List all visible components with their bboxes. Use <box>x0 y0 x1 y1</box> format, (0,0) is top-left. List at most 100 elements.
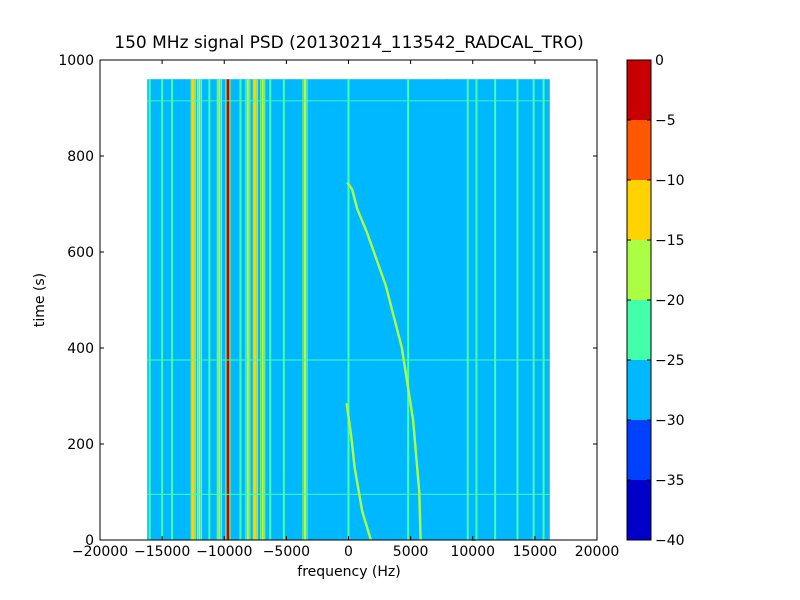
noise-speckle <box>401 204 405 206</box>
noise-speckle <box>435 491 439 493</box>
noise-speckle <box>452 125 457 128</box>
noise-speckle <box>429 258 431 261</box>
noise-speckle <box>419 349 422 352</box>
noise-speckle <box>428 271 431 273</box>
noise-speckle <box>443 233 445 236</box>
noise-speckle <box>438 472 443 474</box>
noise-speckle <box>392 332 397 334</box>
noise-speckle <box>362 149 366 151</box>
noise-speckle <box>481 282 485 284</box>
noise-speckle <box>459 500 465 502</box>
noise-speckle <box>411 326 415 328</box>
noise-speckle <box>381 182 383 184</box>
x-tick-label-0: −20000 <box>72 544 128 560</box>
noise-speckle <box>439 382 442 385</box>
noise-speckle <box>537 145 542 147</box>
colorbar-tick-label-6: −30 <box>655 413 685 429</box>
noise-speckle <box>473 497 477 500</box>
noise-speckle <box>501 404 506 406</box>
noise-speckle <box>502 362 505 364</box>
noise-speckle <box>434 126 439 128</box>
noise-speckle <box>471 91 474 93</box>
noise-speckle <box>458 431 462 433</box>
noise-speckle <box>403 235 405 238</box>
noise-speckle <box>450 434 453 437</box>
noise-speckle <box>401 80 404 83</box>
noise-speckle <box>370 408 373 411</box>
noise-speckle <box>518 151 521 153</box>
noise-speckle <box>438 389 442 391</box>
noise-speckle <box>389 160 392 162</box>
noise-speckle <box>403 227 405 229</box>
noise-speckle <box>469 351 472 353</box>
noise-speckle <box>372 434 378 436</box>
noise-speckle <box>424 157 429 159</box>
noise-speckle <box>380 230 383 232</box>
noise-speckle <box>365 444 369 446</box>
noise-speckle <box>434 226 439 228</box>
noise-speckle <box>390 269 392 272</box>
noise-speckle <box>459 227 462 229</box>
noise-speckle <box>373 444 375 446</box>
noise-speckle <box>439 295 444 297</box>
noise-speckle <box>369 158 374 160</box>
noise-speckle <box>489 460 492 462</box>
noise-speckle <box>432 145 437 147</box>
noise-speckle <box>482 337 485 339</box>
noise-speckle <box>508 385 510 387</box>
noise-speckle <box>421 156 424 158</box>
noise-speckle <box>447 322 452 324</box>
noise-speckle <box>461 105 464 107</box>
noise-speckle <box>386 414 390 416</box>
noise-speckle <box>375 286 377 288</box>
noise-speckle <box>443 342 449 345</box>
noise-speckle <box>412 490 415 492</box>
colorbar-tick-label-8: −40 <box>655 533 685 549</box>
noise-speckle <box>490 532 492 534</box>
noise-speckle <box>436 298 441 300</box>
noise-speckle <box>450 499 453 501</box>
noise-speckle <box>395 112 398 114</box>
noise-speckle <box>489 492 493 494</box>
noise-speckle <box>431 268 434 271</box>
noise-speckle <box>468 398 472 401</box>
noise-speckle <box>502 163 507 166</box>
noise-speckle <box>378 448 383 450</box>
noise-speckle <box>450 376 452 379</box>
noise-speckle <box>440 508 445 510</box>
noise-speckle <box>397 431 399 433</box>
noise-speckle <box>425 537 427 539</box>
noise-speckle <box>365 223 370 225</box>
noise-speckle <box>503 362 507 364</box>
noise-speckle <box>421 272 422 274</box>
noise-speckle <box>422 274 426 276</box>
noise-speckle <box>447 93 450 95</box>
noise-speckle <box>446 208 450 210</box>
noise-speckle <box>519 492 523 494</box>
noise-speckle <box>443 408 445 410</box>
noise-speckle <box>456 485 459 488</box>
noise-speckle <box>371 93 377 95</box>
noise-speckle <box>404 520 407 523</box>
colorbar-level-1 <box>627 420 651 480</box>
noise-speckle <box>499 467 503 469</box>
noise-speckle <box>442 347 446 349</box>
noise-speckle <box>519 257 524 259</box>
noise-speckle <box>470 170 475 172</box>
noise-speckle <box>440 397 445 399</box>
noise-speckle <box>439 378 443 380</box>
noise-speckle <box>420 506 424 508</box>
noise-speckle <box>397 109 400 112</box>
noise-speckle <box>535 215 538 217</box>
noise-speckle <box>445 502 449 504</box>
noise-speckle <box>543 123 547 125</box>
plot-area: −20000 −15000 −10000 −5000 0 5000 10000 15000 20… <box>58 53 619 560</box>
noise-speckle <box>407 147 412 149</box>
noise-speckle <box>462 90 466 92</box>
noise-speckle <box>384 390 390 393</box>
noise-speckle <box>517 484 521 487</box>
noise-speckle <box>409 154 413 156</box>
noise-speckle <box>471 448 477 450</box>
noise-speckle <box>435 158 439 160</box>
noise-speckle <box>414 418 418 420</box>
